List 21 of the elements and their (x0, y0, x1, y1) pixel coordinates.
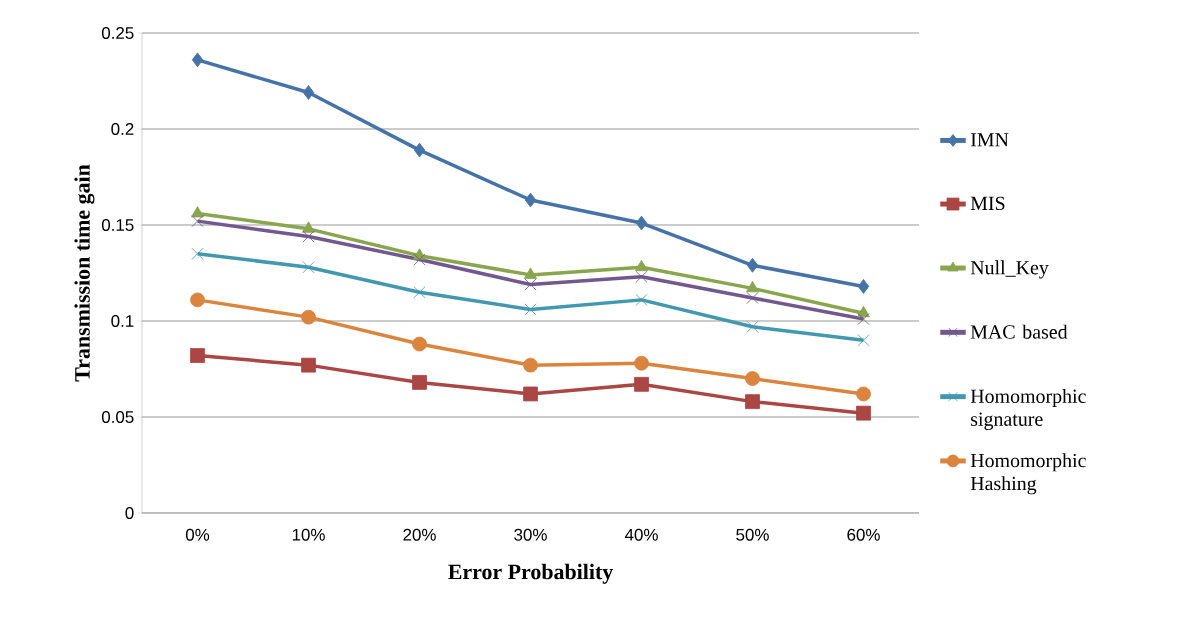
y-axis-title: Transmission time gain (74, 164, 95, 382)
x-tick-label: 20% (403, 528, 436, 541)
legend-label: MIS (970, 196, 1005, 211)
x-tick-label: 30% (514, 528, 547, 541)
legend-label: Null_Key (970, 260, 1049, 279)
legend-label: IMN (970, 133, 1009, 147)
x-tick-label: 60% (847, 528, 880, 541)
y-tick-label: 0.15 (101, 218, 134, 231)
legend-label: Homomorphic Hashing (970, 453, 1086, 495)
y-tick-label: 0.25 (101, 26, 134, 39)
y-tick-label: 0.1 (111, 314, 134, 327)
legend-label: MAC based (970, 324, 1068, 339)
x-tick-label: 40% (624, 528, 658, 541)
x-tick-label: 0% (185, 528, 210, 541)
y-tick-label: 0.05 (101, 410, 134, 423)
y-tick-label: 0 (125, 506, 134, 519)
x-tick-label: 10% (292, 528, 325, 541)
x-axis-title: Error Probability (448, 563, 614, 584)
legend-label: Homomorphic signature (970, 388, 1086, 431)
x-tick-label: 50% (736, 528, 769, 541)
y-tick-label: 0.2 (111, 122, 134, 135)
